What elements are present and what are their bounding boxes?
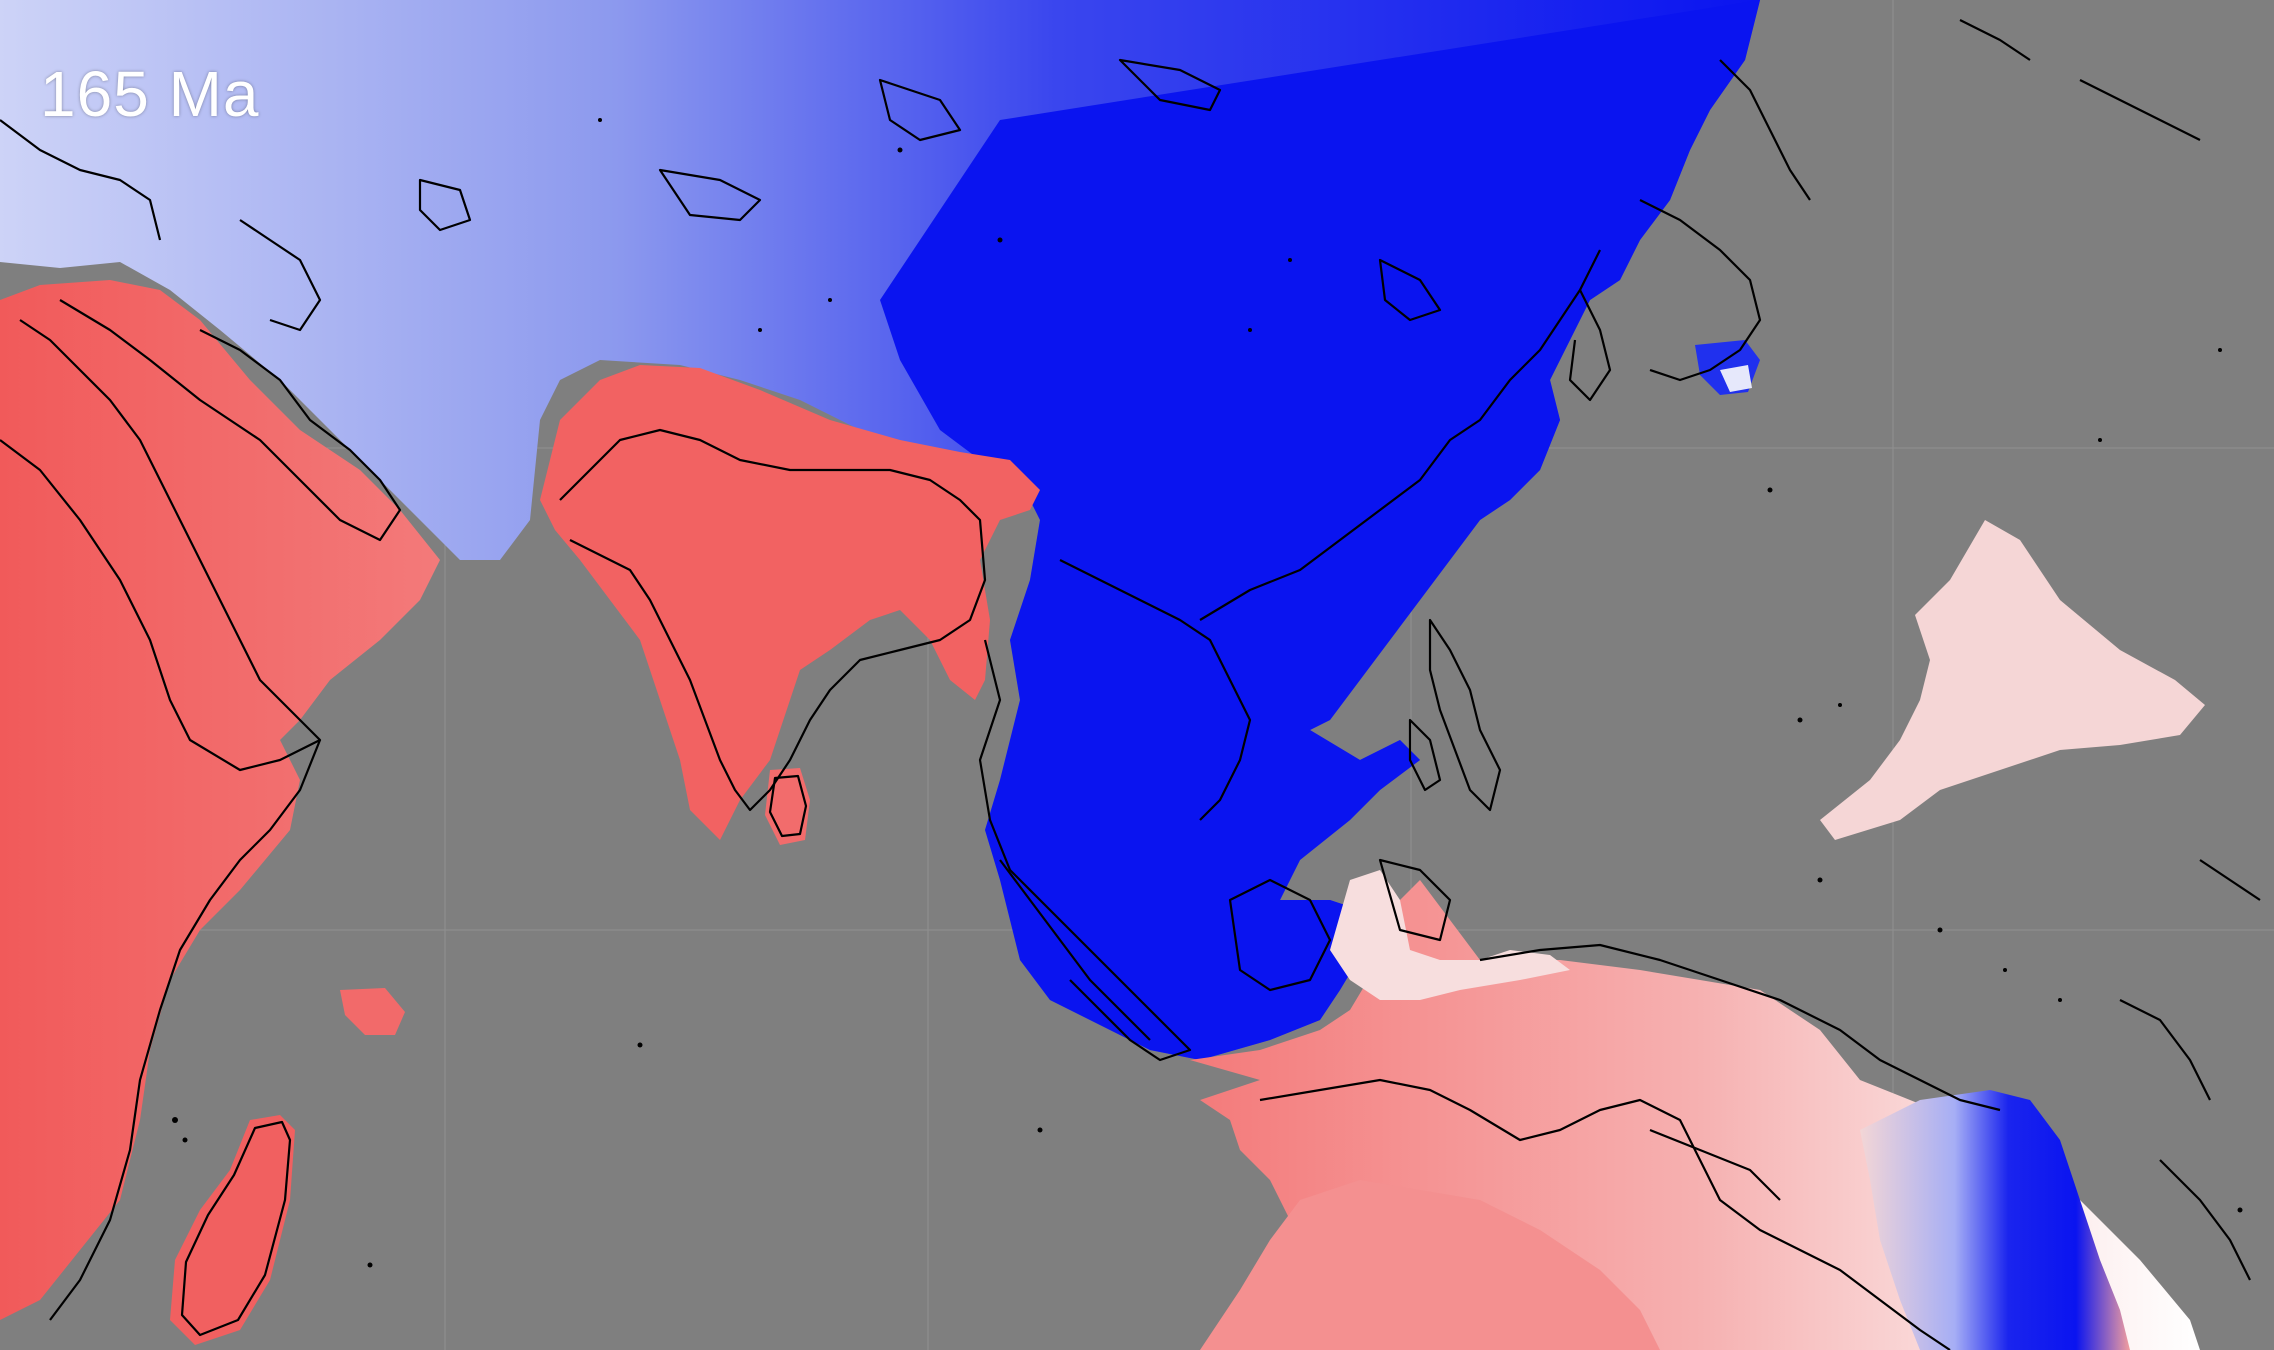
east-asia-deep-cold xyxy=(880,0,1760,1060)
japan-light-spot xyxy=(1720,365,1752,392)
coastlines xyxy=(0,19,2261,1350)
india-warm-region xyxy=(540,365,1040,840)
madagascar-warm-region xyxy=(170,1115,295,1345)
eastern-cold-strip xyxy=(1860,1090,2130,1350)
pacific-light-warm-region xyxy=(1820,520,2205,840)
africa-arabia-warm-region xyxy=(0,280,440,1320)
island-dots xyxy=(172,118,2243,1268)
age-label: 165 Ma xyxy=(40,58,260,130)
new-guinea-light-region xyxy=(1330,870,1570,1000)
australia-warm-interior xyxy=(1200,1180,1660,1350)
small-warm-island xyxy=(340,988,405,1035)
